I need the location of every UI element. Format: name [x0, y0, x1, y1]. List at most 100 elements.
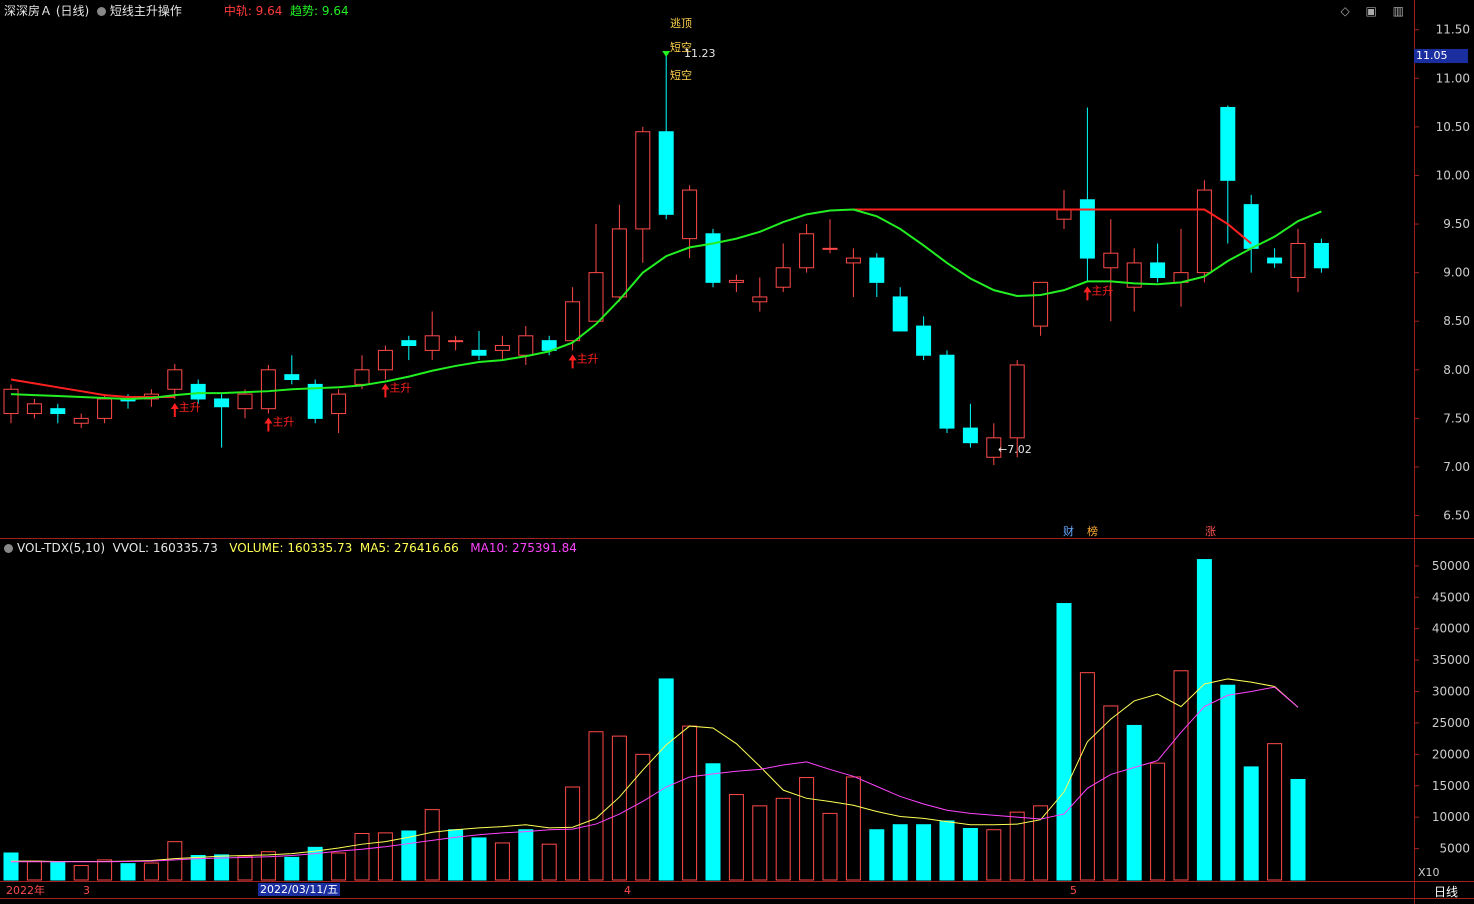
candle-25 — [588, 272, 604, 322]
volume-bar-14 — [331, 852, 347, 881]
volume-bar-18 — [424, 809, 440, 881]
trend-line-0 — [10, 208, 1322, 400]
candle-37 — [869, 257, 885, 283]
sell-arrow-icon — [662, 50, 671, 57]
candle-44 — [1033, 281, 1049, 327]
candle-43 — [1009, 364, 1025, 439]
candle-36 — [845, 257, 861, 264]
candle-22 — [518, 335, 534, 356]
price-tick-label-7: 8.00 — [1443, 363, 1470, 377]
candle-4 — [97, 398, 113, 419]
panel-tool-icons[interactable]: ◇ ▣ ▥ — [1340, 4, 1410, 18]
volume-bar-13 — [307, 846, 323, 881]
candle-11 — [260, 369, 276, 410]
candle-7 — [167, 369, 183, 390]
candle-33 — [775, 267, 791, 288]
volume-bar-45 — [1056, 603, 1072, 881]
axis-month-may: 5 — [1070, 884, 1077, 897]
volume-tick-label-3: 35000 — [1432, 653, 1470, 667]
indicator-name[interactable]: 短线主升操作 — [109, 4, 182, 18]
volume-bar-35 — [822, 812, 838, 881]
candle-56 — [1313, 242, 1329, 269]
volume-bar-25 — [588, 731, 604, 881]
indicator-toggle-icon[interactable] — [96, 7, 106, 16]
finance-badge[interactable]: 财 — [1063, 525, 1074, 538]
candle-18 — [424, 335, 440, 351]
price-tick-label-5: 9.00 — [1443, 266, 1470, 280]
volume-tick-label-6: 20000 — [1432, 747, 1470, 761]
volume-bar-34 — [799, 777, 815, 881]
candle-54 — [1267, 257, 1283, 264]
candle-17 — [401, 340, 417, 347]
volume-bar-29 — [682, 725, 698, 881]
volume-panel-header: VOL-TDX(5,10) VVOL: 160335.73 VOLUME: 16… — [4, 540, 577, 556]
volume-bar-2 — [50, 861, 66, 881]
candle-53 — [1243, 204, 1259, 249]
candle-16 — [377, 349, 393, 371]
volume-bar-0 — [3, 852, 19, 881]
low-price-label: ←7.02 — [998, 443, 1032, 456]
volume-value: VOLUME: 160335.73 — [229, 541, 353, 555]
candle-28 — [658, 131, 674, 215]
current-price-tag: 11.05 — [1414, 49, 1468, 63]
volume-bar-27 — [635, 753, 651, 881]
buy-signal-label-4: 主升 — [1091, 284, 1113, 297]
candle-31 — [728, 279, 744, 283]
volume-bar-10 — [237, 855, 253, 881]
volume-bar-41 — [962, 827, 978, 881]
volume-bar-33 — [775, 797, 791, 881]
short-sell-label-upper: 短空 — [670, 41, 692, 54]
volume-bar-8 — [190, 854, 206, 881]
volume-tick-label-7: 15000 — [1432, 779, 1470, 793]
mid-rail-value: 中轨: 9.64 — [223, 4, 283, 18]
candle-27 — [635, 131, 651, 230]
volume-bar-40 — [939, 820, 955, 881]
candle-26 — [611, 228, 627, 298]
candle-39 — [916, 325, 932, 356]
top-escape-label: 逃顶 — [670, 17, 692, 30]
volume-tick-label-0: 50000 — [1432, 559, 1470, 573]
volume-indicator-name[interactable]: VOL-TDX(5,10) — [17, 541, 106, 555]
mid-rail-line-0 — [10, 378, 175, 399]
candle-10 — [237, 393, 253, 410]
volume-tick-label-9: 5000 — [1439, 842, 1470, 856]
volume-tick-label-1: 45000 — [1432, 590, 1470, 604]
candle-0 — [3, 388, 19, 415]
volume-bar-49 — [1150, 762, 1166, 881]
candle-38 — [892, 296, 908, 332]
volume-bar-31 — [728, 794, 744, 881]
candle-41 — [962, 427, 978, 444]
candle-20 — [471, 349, 487, 356]
volume-bar-28 — [658, 678, 674, 881]
volume-bar-20 — [471, 837, 487, 881]
volume-bar-1 — [26, 860, 42, 881]
volume-indicator-toggle-icon[interactable] — [4, 544, 13, 553]
period-selector[interactable]: 日线 — [1433, 885, 1458, 899]
stock-name[interactable]: 深深房Ａ (日线) — [4, 4, 90, 18]
candle-51 — [1196, 189, 1212, 274]
price-tick-label-0: 11.50 — [1436, 23, 1470, 37]
volume-tick-label-2: 40000 — [1432, 622, 1470, 636]
candle-52 — [1220, 106, 1236, 181]
candle-49 — [1150, 262, 1166, 279]
high-price-label: 11.23 — [684, 47, 716, 60]
ranking-badge[interactable]: 榜 — [1087, 525, 1098, 538]
volume-bar-38 — [892, 824, 908, 881]
volume-bar-15 — [354, 833, 370, 881]
volume-bar-7 — [167, 841, 183, 881]
vvol-value: VVOL: 160335.73 — [112, 541, 218, 555]
buy-arrow-icon-1 — [264, 417, 273, 432]
volume-bar-26 — [611, 735, 627, 881]
limit-up-badge[interactable]: 涨 — [1205, 525, 1216, 538]
volume-bar-5 — [120, 863, 136, 881]
buy-signal-label-2: 主升 — [389, 382, 411, 395]
buy-signal-label-1: 主升 — [272, 416, 294, 429]
volume-bar-4 — [97, 859, 113, 881]
buy-arrow-icon-3 — [568, 354, 577, 369]
volume-ma5-line — [11, 678, 1299, 862]
price-tick-label-8: 7.50 — [1443, 411, 1470, 425]
candle-29 — [682, 189, 698, 240]
volume-bar-39 — [916, 824, 932, 881]
candle-32 — [752, 296, 768, 303]
